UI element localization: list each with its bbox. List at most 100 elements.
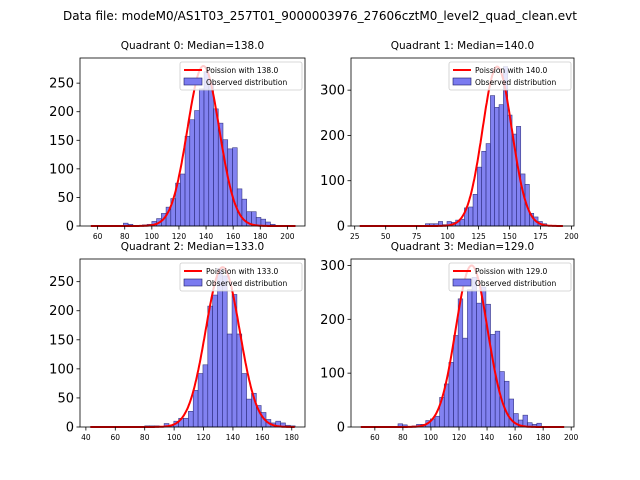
histogram-bar bbox=[226, 333, 233, 428]
x-tick-label: 120 bbox=[452, 433, 467, 442]
legend-box bbox=[179, 262, 303, 292]
legend-bar-swatch bbox=[183, 278, 203, 287]
legend-label: Observed distribution bbox=[475, 78, 556, 87]
subplot-title: Quadrant 0: Median=138.0 bbox=[121, 40, 264, 52]
legend-box bbox=[448, 262, 572, 292]
y-tick-label: 50 bbox=[57, 391, 74, 406]
legend: Poission with 140.0 Observed distribution bbox=[448, 61, 572, 91]
x-tick-label: 100 bbox=[440, 232, 455, 241]
histogram-bars bbox=[144, 268, 296, 428]
x-tick-label: 100 bbox=[424, 433, 439, 442]
x-tick-label: 180 bbox=[285, 433, 300, 442]
x-tick-label: 120 bbox=[196, 433, 211, 442]
legend-label: Poission with 133.0 bbox=[206, 267, 279, 276]
x-tick-label: 160 bbox=[226, 232, 241, 241]
histogram-bar bbox=[471, 277, 477, 428]
x-tick-label: 100 bbox=[167, 433, 182, 442]
axes-frame bbox=[350, 57, 575, 227]
x-tick-label: 60 bbox=[370, 433, 380, 442]
histogram-bar bbox=[481, 150, 487, 227]
subplot-quadrant-1: Quadrant 1: Median=140.0 0 100 200 300 25 50 75… bbox=[320, 40, 579, 241]
x-tick-label: 120 bbox=[172, 232, 187, 241]
y-tick-label: 0 bbox=[337, 220, 345, 235]
y-tick-label: 150 bbox=[49, 333, 74, 348]
histogram-bar bbox=[183, 417, 189, 428]
x-tick-label: 160 bbox=[508, 433, 523, 442]
histogram-bar bbox=[189, 119, 195, 227]
x-tick-label: 200 bbox=[280, 232, 295, 241]
y-tick-label: 100 bbox=[320, 367, 345, 382]
histogram-bar bbox=[232, 147, 238, 227]
axes-frame bbox=[79, 57, 306, 227]
legend-bar-swatch bbox=[452, 278, 472, 287]
x-tick-label: 160 bbox=[255, 433, 270, 442]
y-tick-label: 200 bbox=[49, 105, 74, 120]
subplot-title: Quadrant 1: Median=140.0 bbox=[391, 40, 534, 52]
x-tick-label: 60 bbox=[93, 232, 103, 241]
x-tick-label: 75 bbox=[412, 232, 422, 241]
histogram-bar bbox=[453, 335, 459, 428]
legend-label: Poission with 140.0 bbox=[475, 66, 548, 75]
poisson-curve bbox=[359, 65, 563, 227]
histogram-bar bbox=[217, 268, 223, 428]
x-tick-label: 140 bbox=[480, 433, 495, 442]
y-tick-label: 200 bbox=[320, 313, 345, 328]
x-tick-label: 150 bbox=[502, 232, 517, 241]
legend-label: Observed distribution bbox=[475, 279, 556, 288]
legend-label: Poission with 129.0 bbox=[475, 267, 548, 276]
histogram-bar bbox=[494, 107, 500, 227]
histogram-bars bbox=[397, 277, 542, 428]
x-tick-label: 175 bbox=[533, 232, 548, 241]
legend-bar-swatch bbox=[183, 77, 203, 86]
histogram-bar bbox=[490, 95, 496, 227]
y-tick-label: 300 bbox=[320, 84, 345, 99]
x-tick-label: 80 bbox=[140, 433, 150, 442]
legend-bar-swatch bbox=[452, 77, 472, 86]
histogram-bar bbox=[477, 166, 483, 227]
figure-suptitle: Data file: modeM0/AS1T03_257T01_90000039… bbox=[63, 9, 577, 23]
histogram-bars bbox=[425, 66, 548, 227]
x-tick-label: 200 bbox=[564, 433, 579, 442]
histogram-bar bbox=[504, 380, 510, 428]
histogram-bar bbox=[498, 104, 504, 227]
legend: Poission with 129.0 Observed distribution bbox=[448, 262, 572, 292]
legend-box bbox=[179, 61, 303, 91]
histogram-bar bbox=[188, 411, 194, 428]
y-tick-label: 150 bbox=[49, 134, 74, 149]
axes-frame bbox=[350, 258, 575, 428]
y-tick-label: 250 bbox=[49, 275, 74, 290]
histogram-bar bbox=[198, 88, 205, 227]
x-tick-label: 140 bbox=[226, 433, 241, 442]
subplot-title: Quadrant 3: Median=129.0 bbox=[391, 241, 534, 253]
histogram-bar bbox=[194, 110, 200, 227]
histogram-bar bbox=[246, 398, 252, 428]
subplot-grid: Quadrant 0: Median=138.00501001502002506… bbox=[49, 40, 579, 442]
y-tick-label: 250 bbox=[49, 77, 74, 92]
histogram-bar bbox=[222, 275, 228, 428]
x-tick-label: 80 bbox=[120, 232, 130, 241]
legend-label: Observed distribution bbox=[206, 78, 287, 87]
x-tick-label: 25 bbox=[350, 232, 360, 241]
histogram-bar bbox=[236, 333, 243, 428]
y-tick-label: 100 bbox=[49, 162, 74, 177]
histogram-bar bbox=[213, 108, 219, 227]
histogram-bars bbox=[123, 71, 276, 227]
histogram-bar bbox=[202, 364, 209, 428]
y-tick-label: 50 bbox=[57, 191, 74, 206]
subplot-quadrant-2: Quadrant 2: Median=133.0 0 50 100 150 200 250 4… bbox=[49, 241, 306, 442]
subplot-quadrant-3: Quadrant 3: Median=129.0 0 100 200 300 60 80 10… bbox=[320, 241, 578, 442]
histogram-bar bbox=[203, 71, 210, 227]
x-tick-label: 125 bbox=[471, 232, 486, 241]
histogram-bar bbox=[485, 143, 491, 227]
y-tick-label: 100 bbox=[49, 362, 74, 377]
histogram-bar bbox=[180, 173, 186, 227]
histogram-bar bbox=[207, 305, 213, 428]
histogram-bar bbox=[457, 298, 464, 428]
histogram-bar bbox=[184, 135, 191, 227]
legend-box bbox=[448, 61, 572, 91]
subplot-title: Quadrant 2: Median=133.0 bbox=[121, 241, 264, 253]
y-tick-label: 0 bbox=[66, 220, 74, 235]
x-tick-label: 200 bbox=[564, 232, 579, 241]
legend-label: Observed distribution bbox=[206, 279, 287, 288]
